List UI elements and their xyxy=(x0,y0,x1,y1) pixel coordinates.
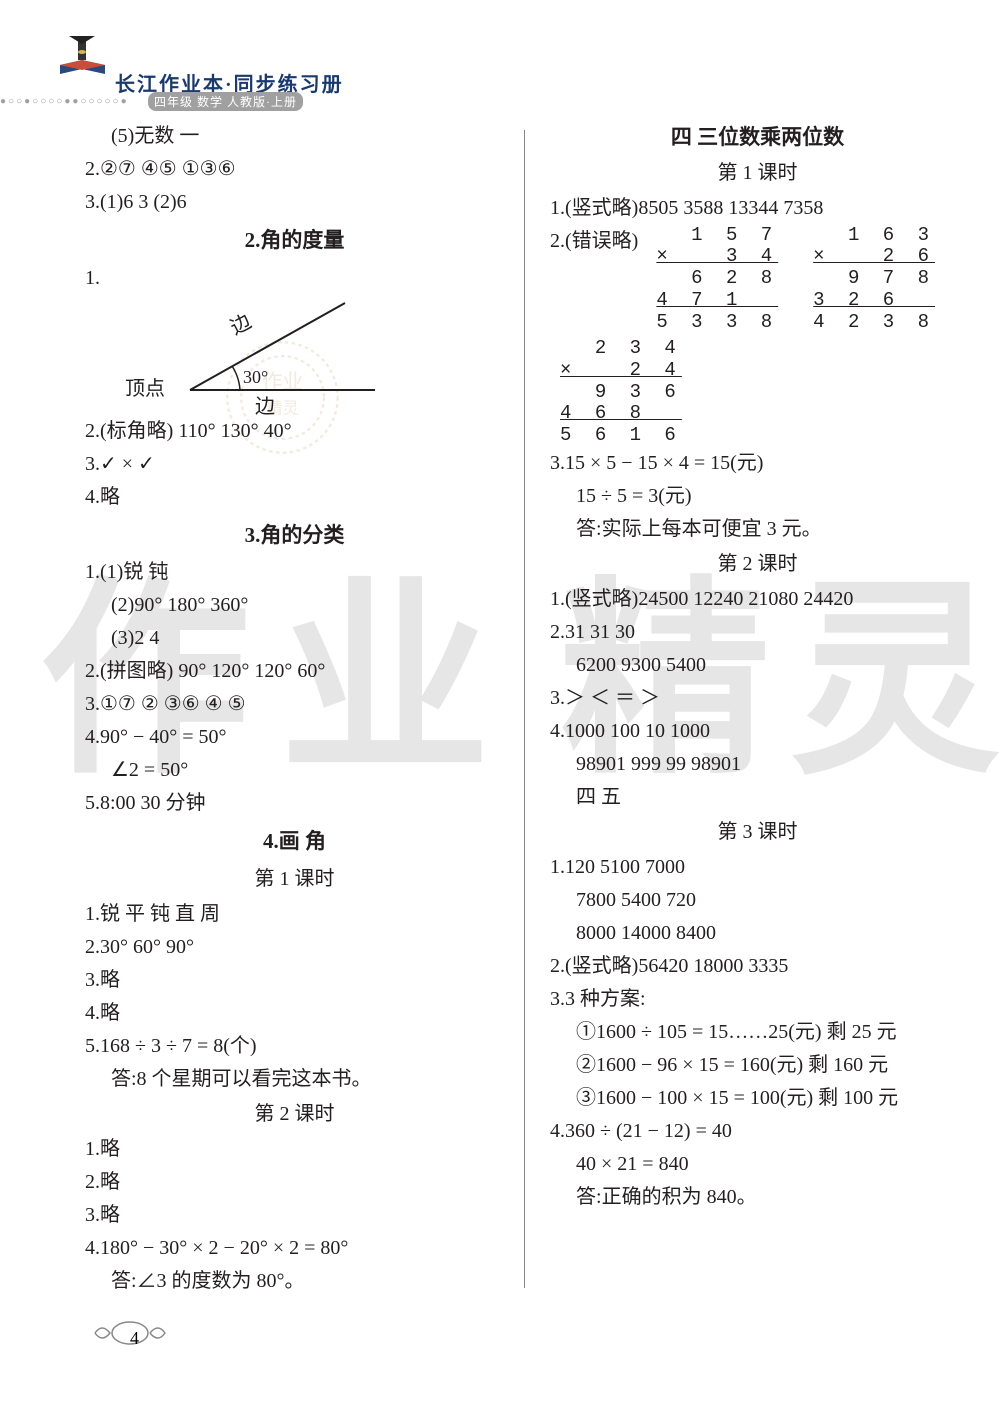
vertical-mult-3: 2 3 4 × 2 4 9 3 6 4 6 8 5 6 1 6 xyxy=(560,338,682,447)
text-line: (5)无数 一 xyxy=(85,120,504,153)
page-body: (5)无数 一 2.②⑦ ④⑤ ①③⑥ 3.(1)6 3 (2)6 2.角的度量… xyxy=(85,120,965,1298)
text-line: 8000 14000 8400 xyxy=(550,917,965,950)
text-line: 答:8 个星期可以看完这本书。 xyxy=(85,1063,504,1096)
text-line: 2.(错误略) 1 5 7 × 3 4 6 2 8 4 7 1 5 3 3 8 … xyxy=(550,225,965,334)
text-line: 1.120 5100 7000 xyxy=(550,851,965,884)
book-icon xyxy=(55,30,110,80)
text-line: 3.＞ ＜ ＝ ＞ xyxy=(550,682,965,715)
angle-diagram: 30° 顶点 边 边 xyxy=(125,295,504,415)
angle-value: 30° xyxy=(243,367,268,387)
text-line: 2.(拼图略) 90° 120° 120° 60° xyxy=(85,655,504,688)
header-dots: ●○○●○○○○●●○○○○○● xyxy=(0,96,129,107)
text-line: 4.360 ÷ (21 − 12) = 40 xyxy=(550,1115,965,1148)
text-line: 4.1000 100 10 1000 xyxy=(550,715,965,748)
side-label: 边 xyxy=(227,309,255,339)
text-line: 4.略 xyxy=(85,481,504,514)
text-line: ②1600 − 96 × 15 = 160(元) 剩 160 元 xyxy=(550,1049,965,1082)
text-line: 1.(1)锐 钝 xyxy=(85,556,504,589)
subsection-title: 第 2 课时 xyxy=(85,1098,504,1131)
header-subtitle: 四年级 数学 人教版·上册 xyxy=(148,92,303,111)
text-line: 3.略 xyxy=(85,964,504,997)
text-line: (2)90° 180° 360° xyxy=(85,589,504,622)
text-line: 2.(标角略) 110° 130° 40° xyxy=(85,415,504,448)
text-line: 答:正确的积为 840。 xyxy=(550,1181,965,1214)
text-line: 6200 9300 5400 xyxy=(550,649,965,682)
vertical-mult-3-wrap: 2 3 4 × 2 4 9 3 6 4 6 8 5 6 1 6 xyxy=(550,338,965,447)
text-line: 3.15 × 5 − 15 × 4 = 15(元) xyxy=(550,447,965,480)
text-line: 3.✓ × ✓ xyxy=(85,448,504,481)
text-line: ③1600 − 100 × 15 = 100(元) 剩 100 元 xyxy=(550,1082,965,1115)
vertical-mult-1: 1 5 7 × 3 4 6 2 8 4 7 1 5 3 3 8 xyxy=(656,225,778,334)
right-column: 四 三位数乘两位数 第 1 课时 1.(竖式略)8505 3588 13344 … xyxy=(525,120,965,1298)
text-line: 3.(1)6 3 (2)6 xyxy=(85,186,504,219)
vertex-label: 顶点 xyxy=(125,377,165,400)
text-line: 四 五 xyxy=(550,781,965,814)
text-line: 2.30° 60° 90° xyxy=(85,931,504,964)
text-line: 1.略 xyxy=(85,1133,504,1166)
text-line: 7800 5400 720 xyxy=(550,884,965,917)
q2-label: 2.(错误略) xyxy=(550,230,638,252)
subsection-title: 第 1 课时 xyxy=(550,157,965,190)
text-line: 3.3 种方案: xyxy=(550,983,965,1016)
text-line: 40 × 21 = 840 xyxy=(550,1148,965,1181)
subsection-title: 第 3 课时 xyxy=(550,816,965,849)
text-line: 5.168 ÷ 3 ÷ 7 = 8(个) xyxy=(85,1030,504,1063)
section-title: 2.角的度量 xyxy=(85,223,504,258)
text-line: 4.180° − 30° × 2 − 20° × 2 = 80° xyxy=(85,1232,504,1265)
text-line: 98901 999 99 98901 xyxy=(550,748,965,781)
text-line: 1.(竖式略)24500 12240 21080 24420 xyxy=(550,583,965,616)
text-line: 15 ÷ 5 = 3(元) xyxy=(550,480,965,513)
text-line: 2.略 xyxy=(85,1166,504,1199)
text-line: 答:实际上每本可便宜 3 元。 xyxy=(550,513,965,546)
text-line: 5.8:00 30 分钟 xyxy=(85,787,504,820)
text-line: 答:∠3 的度数为 80°。 xyxy=(85,1265,504,1298)
text-line: 1.(竖式略)8505 3588 13344 7358 xyxy=(550,192,965,225)
left-column: (5)无数 一 2.②⑦ ④⑤ ①③⑥ 3.(1)6 3 (2)6 2.角的度量… xyxy=(85,120,524,1298)
text-line: 1. xyxy=(85,262,504,295)
text-line: 2.②⑦ ④⑤ ①③⑥ xyxy=(85,153,504,186)
text-line: 1.锐 平 钝 直 周 xyxy=(85,898,504,931)
text-line: 3.①⑦ ② ③⑥ ④ ⑤ xyxy=(85,688,504,721)
text-line: 4.90° − 40° = 50° xyxy=(85,721,504,754)
side-label: 边 xyxy=(255,395,275,415)
text-line: 4.略 xyxy=(85,997,504,1030)
text-line: 2.31 31 30 xyxy=(550,616,965,649)
section-title: 4.画 角 xyxy=(85,824,504,859)
vertical-mult-2: 1 6 3 × 2 6 9 7 8 3 2 6 4 2 3 8 xyxy=(813,225,935,334)
text-line: (3)2 4 xyxy=(85,622,504,655)
text-line: 2.(竖式略)56420 18000 3335 xyxy=(550,950,965,983)
text-line: ∠2 = 50° xyxy=(85,754,504,787)
subsection-title: 第 2 课时 xyxy=(550,548,965,581)
text-line: ①1600 ÷ 105 = 15……25(元) 剩 25 元 xyxy=(550,1016,965,1049)
page-number: 4 xyxy=(130,1328,139,1349)
subsection-title: 第 1 课时 xyxy=(85,863,504,896)
text-line: 3.略 xyxy=(85,1199,504,1232)
section-title: 3.角的分类 xyxy=(85,518,504,553)
chapter-title: 四 三位数乘两位数 xyxy=(550,120,965,155)
